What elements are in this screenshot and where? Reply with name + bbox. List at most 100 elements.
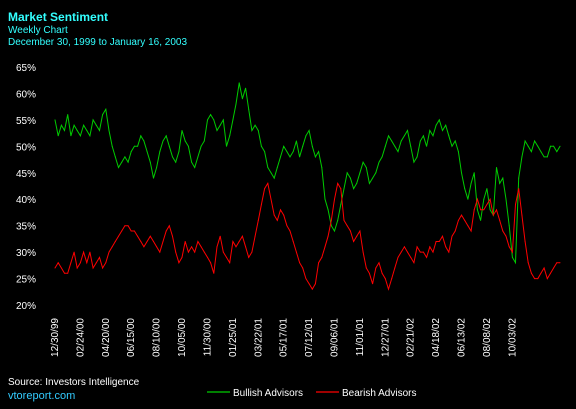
data-point-bearish bbox=[238, 241, 240, 242]
data-point-bullish bbox=[191, 161, 193, 163]
data-point-bullish bbox=[133, 145, 135, 147]
data-point-bearish bbox=[346, 225, 348, 227]
data-point-bearish bbox=[502, 230, 504, 232]
data-point-bullish bbox=[216, 130, 218, 131]
x-tick-label: 01/25/01 bbox=[228, 318, 239, 357]
data-point-bullish bbox=[137, 145, 139, 147]
data-point-bullish bbox=[508, 225, 510, 227]
data-point-bullish bbox=[419, 140, 421, 142]
data-point-bullish bbox=[534, 140, 536, 142]
data-point-bearish bbox=[118, 235, 119, 237]
data-point-bearish bbox=[232, 241, 234, 242]
series-line-bearish bbox=[54, 182, 560, 291]
website-link[interactable]: vtoreport.com bbox=[8, 390, 75, 402]
data-point-bullish bbox=[232, 119, 234, 121]
data-point-bearish bbox=[416, 246, 418, 248]
data-point-bearish bbox=[407, 251, 408, 253]
data-point-bullish bbox=[260, 145, 262, 147]
data-point-bullish bbox=[57, 135, 59, 137]
x-tick-label: 08/10/00 bbox=[152, 318, 163, 357]
data-point-bullish bbox=[194, 167, 196, 168]
x-tick-label: 11/30/00 bbox=[202, 318, 213, 357]
data-point-bullish bbox=[476, 209, 478, 211]
data-point-bullish bbox=[496, 167, 497, 168]
data-point-bullish bbox=[257, 130, 259, 131]
x-tick-label: 02/21/02 bbox=[406, 318, 417, 357]
data-point-bullish bbox=[95, 124, 97, 126]
data-point-bearish bbox=[438, 241, 440, 242]
data-point-bullish bbox=[349, 177, 351, 179]
x-tick-label: 04/20/00 bbox=[101, 318, 112, 357]
data-point-bearish bbox=[540, 272, 542, 274]
data-point-bullish bbox=[340, 204, 342, 205]
data-point-bearish bbox=[121, 230, 123, 232]
data-point-bullish bbox=[394, 145, 396, 147]
data-point-bearish bbox=[521, 214, 523, 216]
data-point-bearish bbox=[365, 267, 367, 269]
data-point-bearish bbox=[114, 241, 116, 242]
y-tick-label: 40% bbox=[16, 195, 36, 206]
data-point-bearish bbox=[324, 246, 326, 248]
data-point-bearish bbox=[226, 256, 227, 258]
data-point-bullish bbox=[372, 177, 374, 179]
data-point-bullish bbox=[511, 256, 513, 258]
y-tick-label: 30% bbox=[16, 248, 36, 259]
y-tick-label: 45% bbox=[16, 169, 36, 180]
data-point-bearish bbox=[527, 262, 529, 264]
data-point-bearish bbox=[550, 272, 551, 274]
data-point-bullish bbox=[422, 135, 424, 137]
data-point-bullish bbox=[407, 130, 408, 131]
data-point-bearish bbox=[83, 251, 85, 253]
data-point-bearish bbox=[229, 262, 231, 264]
data-point-bullish bbox=[451, 145, 453, 147]
data-point-bearish bbox=[343, 219, 345, 221]
data-point-bullish bbox=[254, 124, 256, 126]
data-point-bullish bbox=[362, 161, 364, 163]
data-point-bullish bbox=[60, 124, 62, 126]
data-point-bearish bbox=[410, 256, 412, 258]
data-point-bearish bbox=[248, 256, 250, 258]
data-point-bullish bbox=[334, 230, 335, 232]
data-point-bearish bbox=[95, 262, 97, 264]
data-point-bearish bbox=[372, 283, 374, 285]
data-point-bullish bbox=[337, 219, 339, 221]
data-point-bearish bbox=[454, 230, 456, 232]
data-point-bearish bbox=[403, 246, 405, 248]
data-point-bearish bbox=[496, 209, 497, 211]
data-point-bullish bbox=[121, 161, 123, 163]
data-point-bearish bbox=[308, 283, 310, 285]
data-point-bullish bbox=[162, 140, 164, 142]
data-point-bearish bbox=[200, 246, 202, 248]
data-point-bearish bbox=[264, 188, 266, 190]
data-point-bearish bbox=[302, 267, 304, 269]
data-point-bullish bbox=[270, 172, 272, 174]
data-point-bullish bbox=[397, 151, 399, 153]
x-tick-label: 06/15/00 bbox=[126, 318, 137, 357]
data-point-bullish bbox=[483, 198, 485, 200]
data-point-bearish bbox=[105, 262, 107, 264]
x-tick-label: 04/18/02 bbox=[431, 318, 442, 357]
data-point-bullish bbox=[464, 188, 466, 190]
data-point-bullish bbox=[238, 82, 240, 84]
data-point-bearish bbox=[67, 272, 69, 274]
data-point-bearish bbox=[556, 262, 558, 264]
data-point-bullish bbox=[175, 161, 177, 163]
data-point-bearish bbox=[222, 251, 224, 253]
data-point-bullish bbox=[378, 161, 380, 163]
data-point-bearish bbox=[140, 241, 142, 242]
data-point-bearish bbox=[375, 267, 377, 269]
data-point-bullish bbox=[245, 87, 247, 89]
data-point-bearish bbox=[216, 246, 218, 248]
data-point-bearish bbox=[384, 278, 386, 280]
data-point-bullish bbox=[442, 130, 443, 131]
data-point-bullish bbox=[149, 161, 151, 163]
data-point-bullish bbox=[54, 119, 56, 121]
data-point-bearish bbox=[159, 251, 161, 253]
data-point-bearish bbox=[442, 235, 443, 237]
data-point-bullish bbox=[241, 98, 243, 100]
data-point-bearish bbox=[359, 230, 361, 232]
data-point-bullish bbox=[143, 140, 145, 142]
data-point-bearish bbox=[381, 272, 383, 274]
data-point-bearish bbox=[422, 251, 424, 253]
data-point-bearish bbox=[111, 246, 113, 248]
